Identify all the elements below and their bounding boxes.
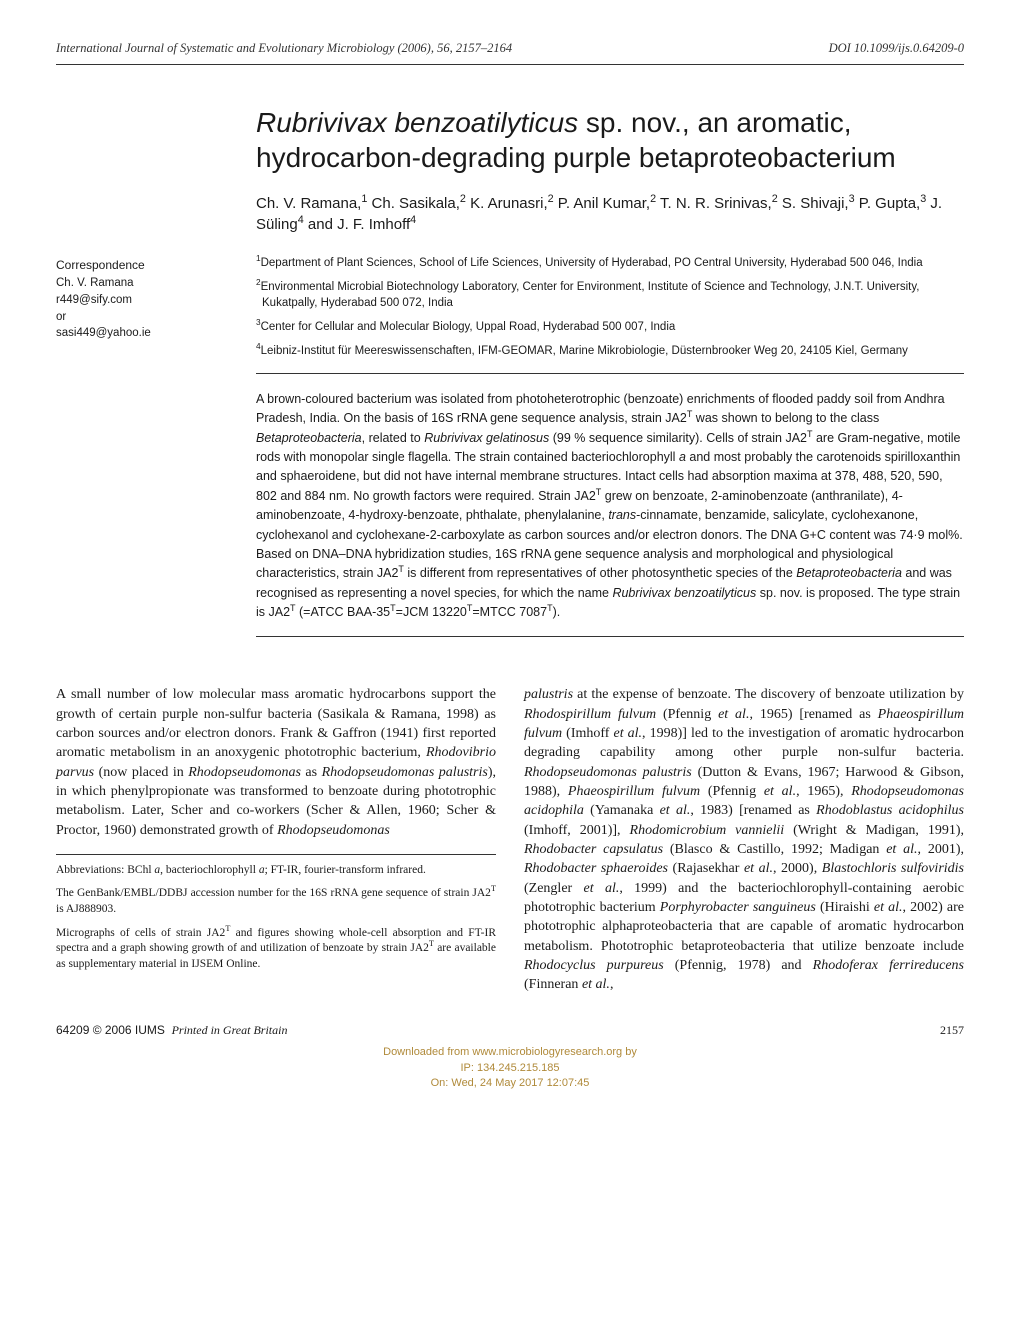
page-footer: 64209 © 2006 IUMS Printed in Great Brita… xyxy=(56,1022,964,1039)
download-watermark: Downloaded from www.microbiologyresearch… xyxy=(56,1045,964,1091)
journal-citation: International Journal of Systematic and … xyxy=(56,40,512,58)
body-paragraph: A small number of low molecular mass aro… xyxy=(56,685,496,840)
article-title: Rubrivivax benzoatilyticus sp. nov., an … xyxy=(256,105,964,175)
watermark-line: On: Wed, 24 May 2017 12:07:45 xyxy=(56,1076,964,1091)
corr-email-2: sasi449@yahoo.ie xyxy=(56,325,232,342)
correspondence-sidebar: Correspondence Ch. V. Ramana r449@sify.c… xyxy=(56,255,232,654)
corr-name: Ch. V. Ramana xyxy=(56,275,232,292)
doi: DOI 10.1099/ijs.0.64209-0 xyxy=(829,40,964,58)
body-columns: A small number of low molecular mass aro… xyxy=(56,685,964,994)
body-paragraph: palustris at the expense of benzoate. Th… xyxy=(524,685,964,994)
divider xyxy=(256,373,964,374)
footnote: Abbreviations: BChl a, bacteriochlorophy… xyxy=(56,863,496,879)
affiliation: 4Leibniz-Institut für Meereswissenschaft… xyxy=(256,343,964,359)
footnote: The GenBank/EMBL/DDBJ accession number f… xyxy=(56,886,496,917)
corr-or: or xyxy=(56,309,232,326)
affiliations: 1Department of Plant Sciences, School of… xyxy=(256,255,964,654)
abstract-text: A brown-coloured bacterium was isolated … xyxy=(256,390,964,623)
correspondence-body: Ch. V. Ramana r449@sify.com or sasi449@y… xyxy=(56,275,232,342)
correspondence-heading: Correspondence xyxy=(56,257,232,274)
running-header: International Journal of Systematic and … xyxy=(56,40,964,65)
footnote-block: Abbreviations: BChl a, bacteriochlorophy… xyxy=(56,854,496,972)
divider xyxy=(256,636,964,637)
body-col-right: palustris at the expense of benzoate. Th… xyxy=(524,685,964,994)
affil-row: Correspondence Ch. V. Ramana r449@sify.c… xyxy=(56,255,964,654)
body-col-left: A small number of low molecular mass aro… xyxy=(56,685,496,994)
affiliation: 3Center for Cellular and Molecular Biolo… xyxy=(256,319,964,335)
author-list: Ch. V. Ramana,1 Ch. Sasikala,2 K. Arunas… xyxy=(256,193,964,235)
footer-left: 64209 © 2006 IUMS Printed in Great Brita… xyxy=(56,1022,287,1039)
page-number: 2157 xyxy=(940,1022,964,1039)
watermark-line: Downloaded from www.microbiologyresearch… xyxy=(56,1045,964,1060)
affiliation: 1Department of Plant Sciences, School of… xyxy=(256,255,964,271)
affiliation: 2Environmental Microbial Biotechnology L… xyxy=(256,279,964,311)
corr-email-1: r449@sify.com xyxy=(56,292,232,309)
footnote: Micrographs of cells of strain JA2T and … xyxy=(56,926,496,973)
title-block: Rubrivivax benzoatilyticus sp. nov., an … xyxy=(256,105,964,235)
watermark-line: IP: 134.245.215.185 xyxy=(56,1061,964,1076)
